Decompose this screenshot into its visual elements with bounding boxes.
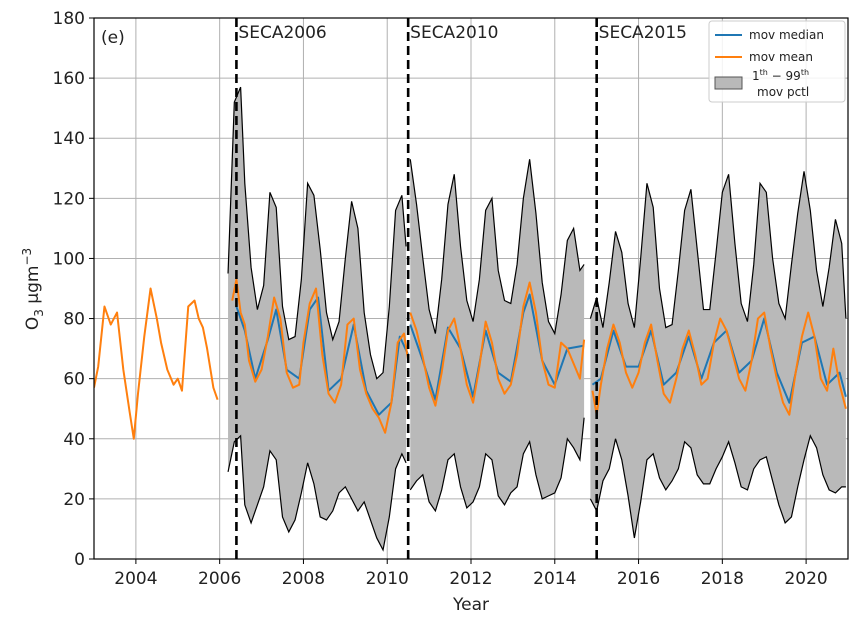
y-tick-label: 80 [63,310,85,330]
y-tick-label: 160 [53,69,85,89]
x-tick-label: 2018 [701,569,744,589]
x-tick-label: 2012 [449,569,492,589]
mov-mean-line [94,289,218,439]
x-tick-label: 2016 [617,569,660,589]
event-label: SECA2006 [238,23,326,43]
event-label: SECA2015 [599,23,687,43]
y-tick-label: 20 [63,490,85,510]
legend-band-label-line2: mov pctl [757,85,809,99]
x-tick-label: 2010 [366,569,409,589]
x-tick-label: 2004 [114,569,157,589]
x-tick-label: 2006 [198,569,241,589]
y-label-main: O [23,317,43,330]
percentile-band-area [590,171,846,538]
y-axis-label: O3 μgm−3 [20,248,46,330]
legend-band-swatch [715,77,742,89]
event-label: SECA2010 [410,23,498,43]
y-tick-label: 40 [63,430,85,450]
legend-mean-label: mov mean [749,50,813,64]
x-tick-label: 2008 [282,569,325,589]
x-tick-label: 2014 [533,569,576,589]
y-tick-label: 120 [53,189,85,209]
y-label-exp: −3 [20,248,34,266]
x-axis-label: Year [452,595,489,615]
y-label-sub: 3 [32,309,46,317]
x-tick-label: 2020 [784,569,827,589]
panel-label: (e) [101,28,125,48]
y-tick-label: 100 [53,249,85,269]
y-tick-label: 0 [74,550,85,570]
percentile-band-area [410,159,584,511]
y-label-unit: μgm [23,266,43,304]
y-tick-label: 60 [63,370,85,390]
y-tick-label: 140 [53,129,85,149]
y-tick-label: 180 [53,9,85,29]
legend: mov median mov mean 1th − 99th mov pctl [709,21,845,102]
legend-median-label: mov median [749,28,824,42]
